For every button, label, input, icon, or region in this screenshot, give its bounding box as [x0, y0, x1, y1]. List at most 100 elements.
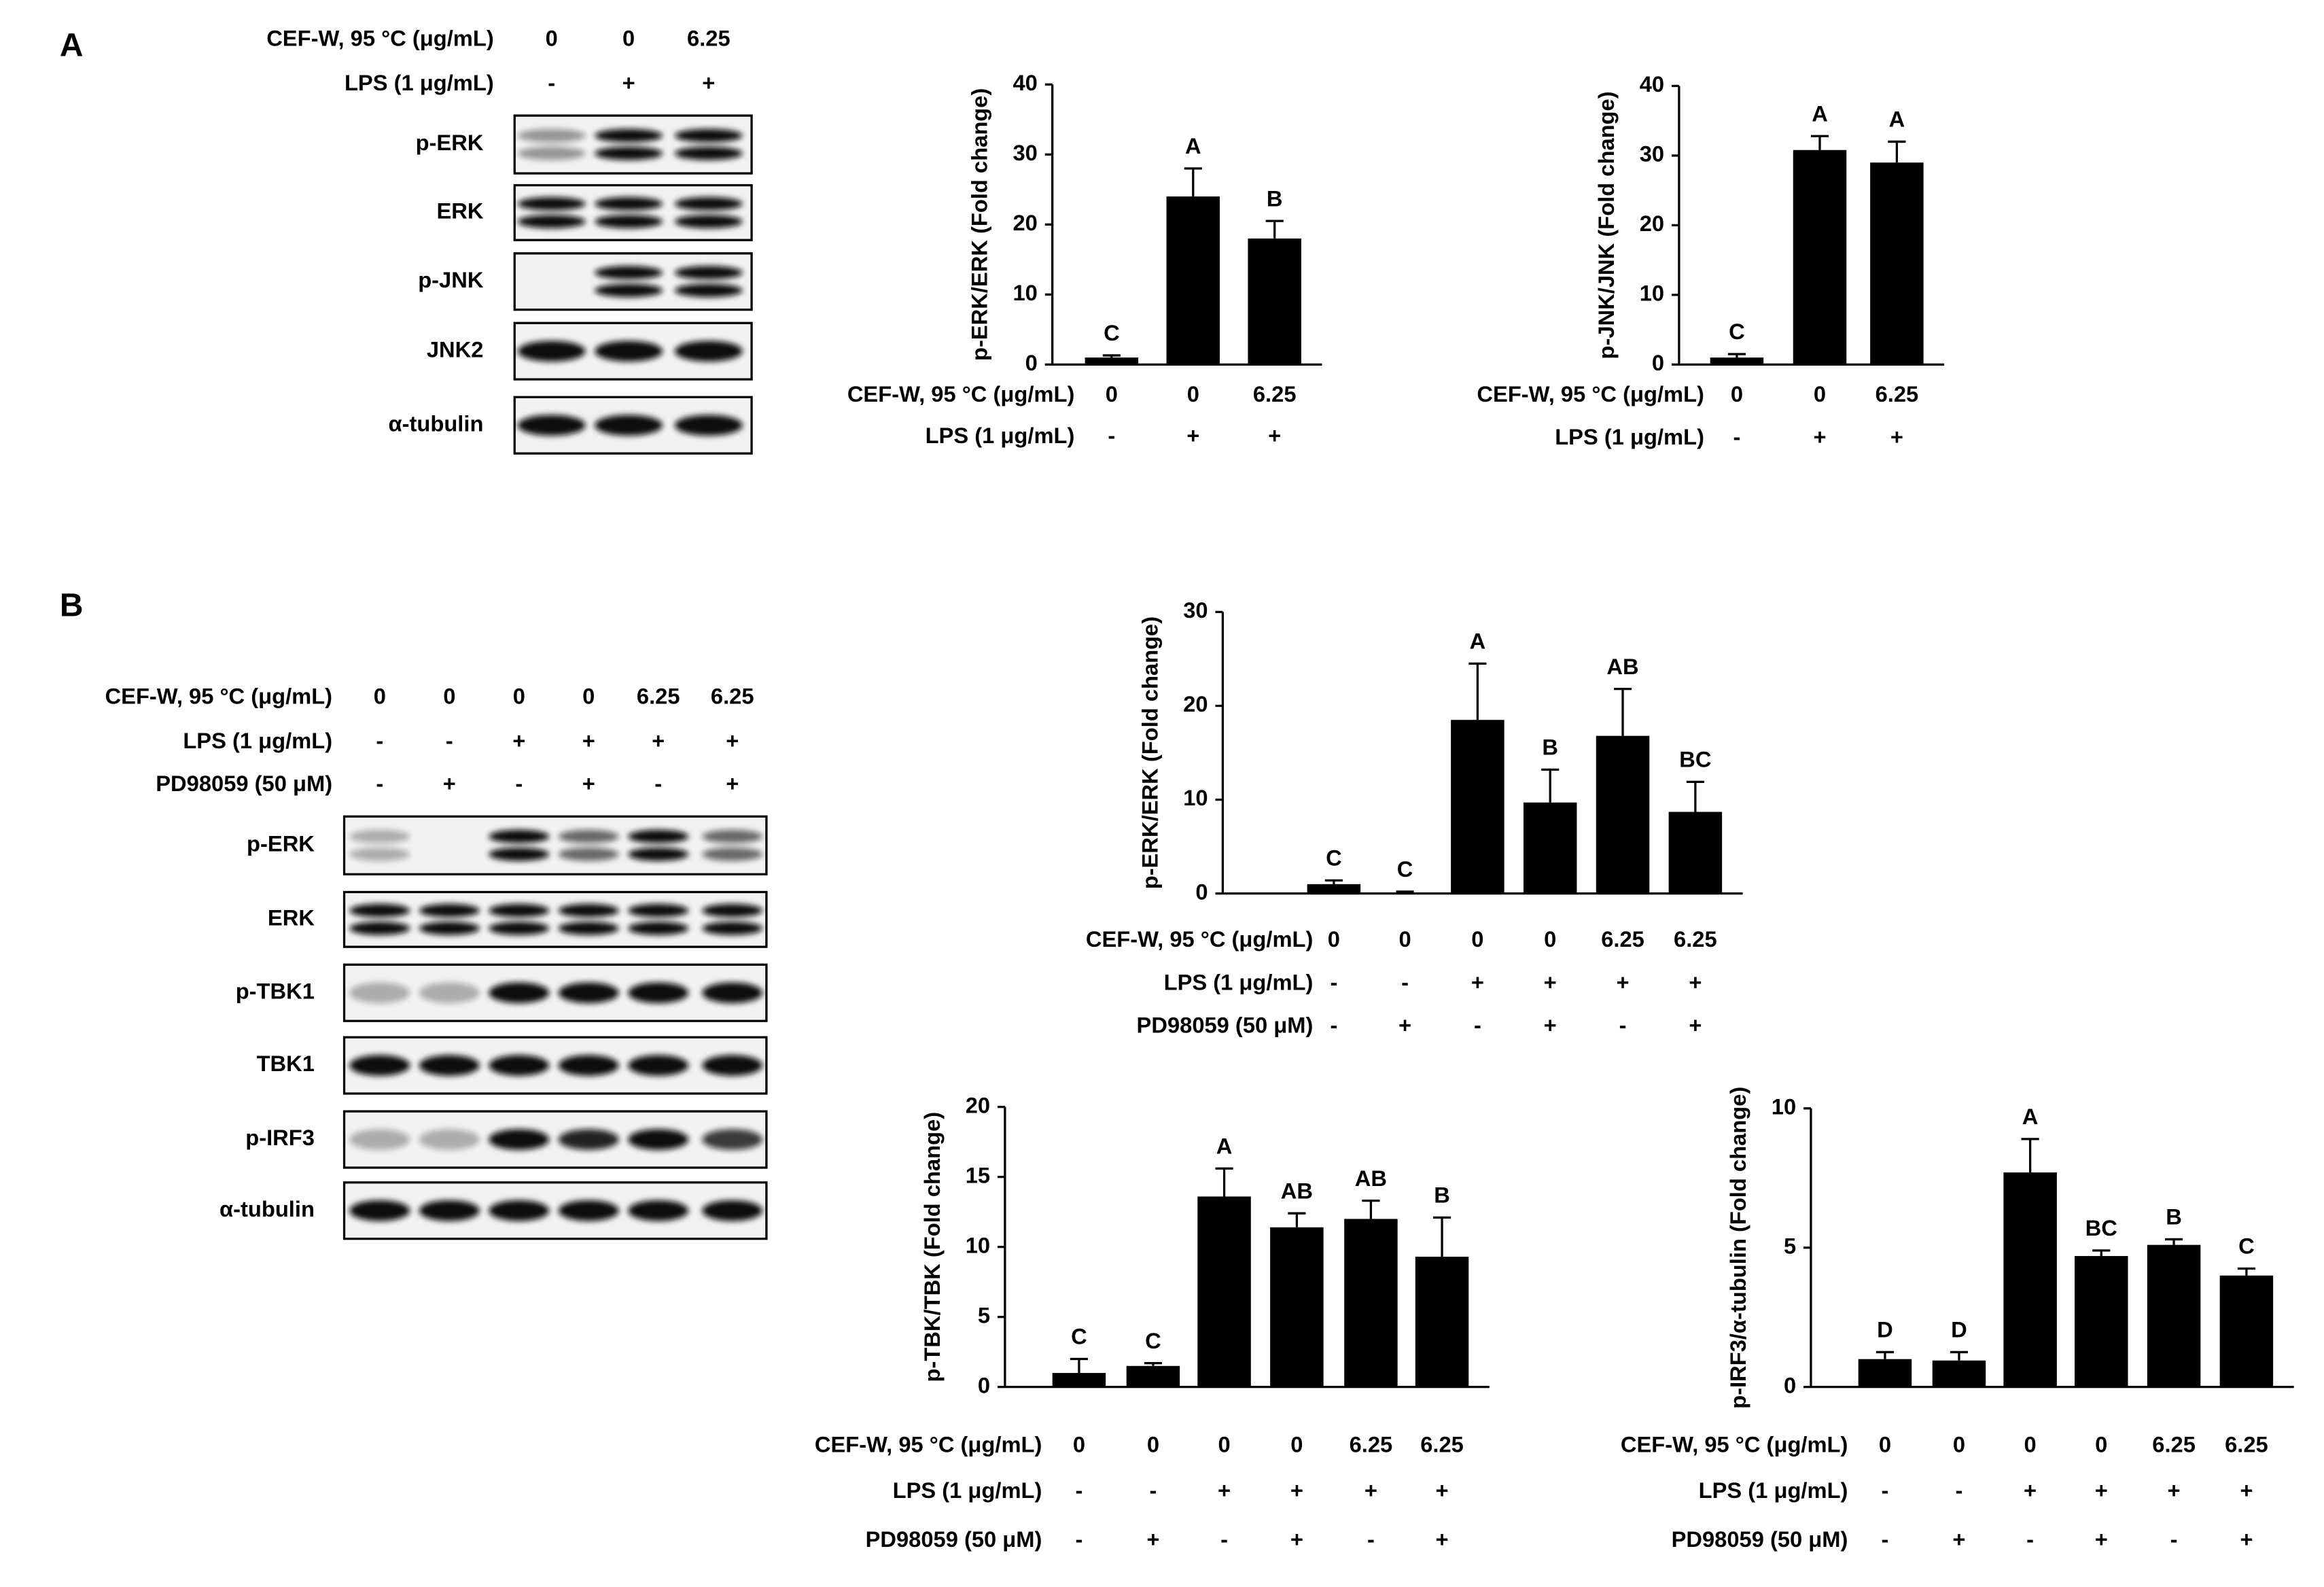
band	[517, 215, 586, 228]
y-tick-label: 0	[1025, 350, 1038, 375]
condition-label: LPS (1 μg/mL)	[1164, 969, 1314, 994]
condition-label: CEF-W, 95 °C (μg/mL)	[1621, 1432, 1848, 1457]
error-bar	[1432, 1216, 1451, 1257]
band-label: α-tubulin	[389, 411, 484, 436]
band	[595, 415, 663, 436]
condition-value: +	[726, 728, 739, 753]
error-bar	[1613, 688, 1632, 736]
condition-value: +	[1186, 423, 1199, 448]
significance-letter: B	[1267, 186, 1283, 211]
bar	[1085, 357, 1139, 365]
condition-value: -	[548, 70, 555, 95]
significance-letter: BC	[1679, 746, 1711, 771]
condition-value: +	[1365, 1478, 1377, 1503]
condition-value: 0	[1290, 1432, 1303, 1457]
y-axis-label: p-ERK/ERK (Fold change)	[1137, 616, 1162, 889]
error-bar	[2092, 1249, 2111, 1257]
band	[628, 922, 689, 935]
y-tick-label: 30	[1183, 597, 1208, 623]
band-label: p-TBK1	[236, 978, 315, 1003]
condition-value: 0	[622, 26, 635, 51]
band	[628, 982, 689, 1003]
band-label: JNK2	[427, 336, 484, 362]
blot-box	[513, 184, 753, 241]
condition-value: +	[2240, 1478, 2253, 1503]
condition-value: -	[1075, 1478, 1082, 1503]
band	[558, 848, 619, 861]
significance-letter: AB	[1281, 1178, 1313, 1203]
condition-value: +	[1290, 1527, 1303, 1552]
condition-value: 6.25	[1674, 926, 1717, 952]
error-bar	[2164, 1238, 2183, 1245]
significance-letter: B	[1542, 735, 1558, 760]
error-bar	[1468, 662, 1487, 720]
condition-value: +	[726, 771, 739, 796]
condition-value: 6.25	[1253, 381, 1297, 406]
band	[674, 415, 743, 436]
error-bar	[2237, 1267, 2255, 1276]
condition-value: 6.25	[687, 26, 730, 51]
condition-value: +	[1268, 423, 1281, 448]
bar	[1378, 892, 1432, 894]
band	[517, 146, 586, 160]
band	[517, 196, 586, 211]
error-bar	[1876, 1350, 1895, 1359]
significance-letter: D	[1877, 1317, 1893, 1342]
condition-label: LPS (1 μg/mL)	[926, 423, 1075, 448]
y-tick-label: 20	[1640, 211, 1664, 236]
significance-letter: C	[1071, 1324, 1087, 1349]
significance-letter: AB	[1355, 1166, 1387, 1191]
significance-letter: A	[1812, 101, 1828, 126]
band	[349, 848, 410, 861]
significance-letter: C	[1326, 845, 1342, 870]
condition-label: PD98059 (50 μM)	[1137, 1013, 1314, 1038]
condition-value: -	[1108, 423, 1115, 448]
condition-value: +	[512, 728, 525, 753]
band	[702, 1129, 763, 1150]
y-tick-label: 30	[1013, 140, 1038, 165]
band	[558, 1200, 619, 1221]
condition-value: -	[2170, 1527, 2178, 1552]
condition-value: 0	[1328, 926, 1340, 952]
band	[349, 1129, 410, 1150]
condition-value: 0	[2095, 1432, 2107, 1457]
condition-value: -	[1619, 1013, 1627, 1038]
band	[489, 848, 550, 861]
condition-value: +	[582, 728, 595, 753]
condition-value: +	[1436, 1478, 1449, 1503]
condition-value: 0	[1731, 381, 1743, 406]
condition-value: -	[1401, 969, 1409, 994]
error-bar	[1102, 354, 1121, 358]
error-bar	[1727, 353, 1746, 358]
band	[702, 982, 763, 1003]
condition-label: PD98059 (50 μM)	[156, 771, 332, 796]
condition-value: 6.25	[1420, 1432, 1464, 1457]
condition-value: +	[1218, 1478, 1231, 1503]
condition-value: +	[1398, 1013, 1411, 1038]
blot-box	[513, 252, 753, 311]
condition-value: +	[1290, 1478, 1303, 1503]
condition-value: -	[1330, 969, 1337, 994]
condition-value: 0	[1187, 381, 1199, 406]
condition-value: -	[1733, 424, 1740, 449]
condition-label: PD98059 (50 μM)	[866, 1527, 1042, 1552]
significance-letter: C	[1729, 319, 1745, 344]
condition-value: +	[1813, 424, 1826, 449]
condition-value: -	[1956, 1478, 1963, 1503]
band-label: TBK1	[257, 1051, 315, 1076]
condition-label: CEF-W, 95 °C (μg/mL)	[266, 26, 494, 51]
band	[489, 1129, 550, 1150]
band	[349, 922, 410, 935]
bar	[1793, 150, 1847, 365]
band	[628, 1200, 689, 1221]
band	[517, 128, 586, 143]
condition-value: -	[2026, 1527, 2034, 1552]
band	[517, 341, 586, 362]
condition-value: 0	[443, 684, 455, 709]
condition-value: -	[446, 728, 453, 753]
band	[702, 848, 763, 861]
error-bar	[2021, 1138, 2039, 1173]
band	[628, 848, 689, 861]
condition-label: LPS (1 μg/mL)	[183, 728, 332, 753]
band	[702, 829, 763, 843]
